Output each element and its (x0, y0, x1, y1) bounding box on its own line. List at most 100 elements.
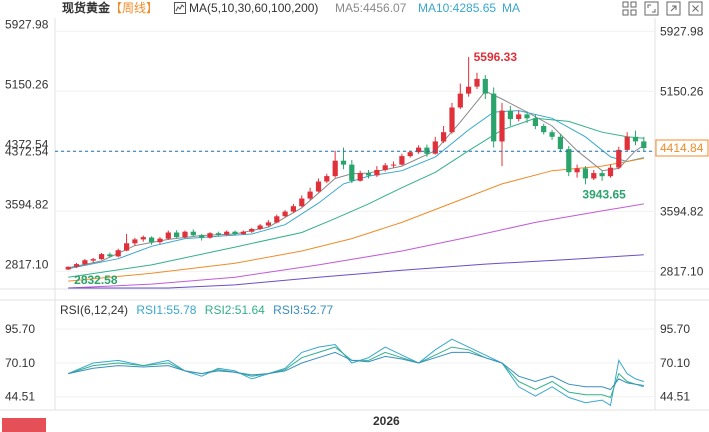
rsi-y-tick-label-right: 44.51 (660, 390, 690, 404)
logo-mark (2, 418, 46, 432)
rsi-y-tick-label: 44.51 (5, 390, 35, 404)
candle-body (190, 231, 196, 236)
candle-body (290, 206, 296, 212)
high-annotation: 5596.33 (474, 50, 518, 64)
ma-line-ma200 (68, 254, 644, 289)
y-tick-label: 5150.26 (5, 77, 49, 91)
last-price-label: 4414.84 (660, 141, 704, 155)
y-tick-label: 2817.10 (5, 257, 49, 271)
candle-body (115, 250, 121, 257)
candle-body (424, 147, 430, 154)
period-label[interactable]: 【周线】 (110, 1, 159, 15)
candle-body (616, 149, 622, 168)
y-tick-label: 3594.82 (5, 197, 49, 211)
candle-body (507, 110, 513, 120)
candle-body (73, 264, 80, 267)
candle-body (482, 78, 488, 94)
candle-body (332, 160, 338, 177)
rsi-line-1 (68, 338, 644, 407)
rsi-line-3 (68, 351, 644, 391)
chart-header: 现货黄金 【周线】 MA(5,10,30,60,100,200) MA5:445… (0, 0, 709, 18)
candle-body (240, 231, 246, 234)
candle-body (449, 107, 455, 133)
y-tick-label-right: 5927.98 (660, 24, 704, 38)
candle-body (407, 152, 413, 157)
y-tick-label-right: 3594.82 (660, 204, 704, 218)
ma-line-ma5 (68, 90, 645, 269)
candle-body (349, 164, 355, 181)
ma-params-label: MA(5,10,30,60,100,200) (189, 1, 319, 15)
rsi-y-tick-label-right: 95.70 (660, 322, 690, 336)
candle-body (299, 198, 305, 207)
candle-body (641, 141, 647, 148)
candle-body (215, 233, 221, 235)
rsi-y-tick-label: 70.10 (5, 356, 35, 370)
candle-body (265, 222, 271, 226)
ma5-value: MA5:4456.07 (335, 1, 407, 15)
candle-body (132, 239, 138, 244)
candle-body (466, 86, 472, 94)
candle-body (624, 136, 630, 150)
candle-body (324, 176, 330, 182)
ma-line-ma10 (68, 110, 644, 270)
symbol-title: 现货黄金 (62, 1, 111, 15)
close-icon[interactable] (688, 1, 703, 16)
grid-icon[interactable] (622, 1, 637, 16)
candle-body (307, 191, 313, 199)
candle-body (99, 254, 105, 260)
candle-body (391, 164, 397, 166)
candle-body (315, 181, 322, 192)
fullscreen-icon[interactable] (644, 1, 659, 16)
rsi-y-tick-label-right: 70.10 (660, 356, 690, 370)
candle-body (182, 231, 188, 238)
popout-icon[interactable] (666, 1, 681, 16)
candle-body (374, 170, 380, 176)
candle-body (632, 136, 639, 142)
candle-body (524, 114, 530, 119)
candle-body (124, 243, 130, 251)
rsi-legend: RSI(6,12,24) RSI1:55.78 RSI2:51.64 RSI3:… (60, 303, 338, 317)
ma-line-ma30 (68, 117, 644, 278)
y-tick-label-right: 2817.10 (660, 264, 704, 278)
rsi3-value: RSI3:52.77 (273, 303, 334, 317)
rsi-params-label: RSI(6,12,24) (60, 303, 129, 317)
candle-body (340, 160, 347, 165)
last-price-tag (655, 139, 709, 157)
candle-body (249, 229, 255, 232)
candle-body (491, 93, 497, 142)
candle-body (416, 147, 422, 153)
candle-body (441, 132, 447, 142)
candle-body (399, 156, 405, 165)
rsi-y-tick-label: 95.70 (5, 322, 35, 336)
candle-body (599, 173, 605, 177)
candle-body (274, 216, 280, 223)
candle-body (582, 168, 588, 179)
candle-body (607, 167, 614, 177)
candle-body (457, 93, 463, 108)
candle-body (157, 238, 163, 243)
candle-body (566, 149, 572, 173)
candle-body (174, 232, 180, 238)
candle-body (257, 225, 263, 229)
candle-body (107, 254, 113, 257)
candle-body (499, 110, 505, 142)
chart-toolbar (622, 1, 703, 16)
indicator-icon[interactable] (174, 2, 186, 14)
y-tick-label: 5927.98 (5, 17, 49, 31)
ma10-value: MA10:4285.65 (418, 1, 497, 15)
candle-body (140, 237, 146, 240)
candle-body (516, 114, 522, 119)
candle-body (90, 259, 96, 261)
candle-body (365, 173, 372, 176)
rsi1-value: RSI1:55.78 (136, 303, 197, 317)
candle-body (432, 141, 438, 154)
y-tick-label-right: 5150.26 (660, 84, 704, 98)
candle-body (532, 118, 538, 126)
candle-body (557, 136, 563, 150)
candle-body (591, 173, 597, 179)
candle-body (382, 165, 388, 170)
candle-body (149, 237, 155, 243)
candle-body (65, 266, 71, 270)
candle-body (199, 235, 205, 238)
